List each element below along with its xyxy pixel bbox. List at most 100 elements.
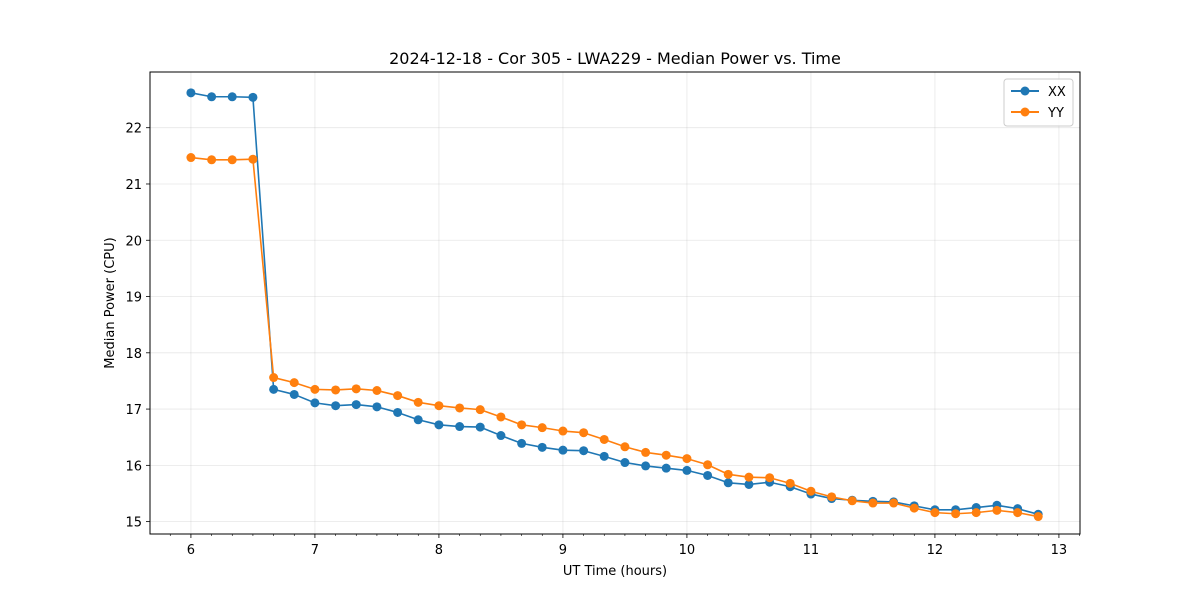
data-point-yy <box>827 492 837 502</box>
axis-ticks: 6 7 8 9 10 11 12 13 15 16 17 18 19 20 21 22 <box>125 122 1080 558</box>
data-point-xx <box>351 400 361 410</box>
data-point-yy <box>496 412 506 422</box>
data-point-xx <box>517 438 527 448</box>
y-tick-label: 22 <box>125 122 142 137</box>
data-point-yy <box>951 509 961 519</box>
y-tick-label: 15 <box>125 516 142 531</box>
data-point-yy <box>744 472 754 482</box>
data-point-yy <box>434 401 444 411</box>
data-point-xx <box>331 401 341 411</box>
data-point-xx <box>661 463 671 473</box>
plot-frame <box>149 71 1081 535</box>
data-point-yy <box>579 428 589 438</box>
data-point-yy <box>661 450 671 460</box>
x-tick-label: 8 <box>435 543 443 558</box>
data-point-yy <box>393 391 403 401</box>
data-point-yy <box>413 397 423 407</box>
data-point-xx <box>227 92 237 102</box>
data-point-xx <box>310 398 320 408</box>
data-point-yy <box>372 386 382 395</box>
data-point-xx <box>289 389 299 399</box>
y-tick-label: 16 <box>125 459 142 474</box>
data-point-yy <box>930 508 940 518</box>
data-point-xx <box>599 451 609 461</box>
data-point-yy <box>475 405 485 415</box>
data-point-xx <box>723 478 733 488</box>
data-point-xx <box>393 407 403 417</box>
data-point-yy <box>248 154 258 164</box>
y-tick-label: 19 <box>125 291 142 306</box>
data-point-yy <box>909 503 919 513</box>
data-point-xx <box>703 470 713 480</box>
data-point-yy <box>558 426 568 436</box>
x-tick-label: 13 <box>1051 543 1068 558</box>
data-point-yy <box>889 498 899 508</box>
data-point-yy <box>971 508 981 518</box>
data-point-xx <box>186 88 196 98</box>
x-tick-label: 11 <box>803 543 820 558</box>
data-point-yy <box>537 423 547 433</box>
data-point-yy <box>207 155 217 165</box>
data-point-yy <box>289 378 299 388</box>
y-tick-label: 17 <box>125 403 142 418</box>
data-point-xx <box>641 461 651 471</box>
y-tick-label: 21 <box>125 178 142 193</box>
legend: XX YY <box>1003 78 1074 127</box>
data-point-yy <box>186 153 196 163</box>
data-point-yy <box>620 442 630 452</box>
data-point-xx <box>207 92 217 102</box>
data-point-yy <box>351 384 361 394</box>
data-point-yy <box>765 473 775 483</box>
chart-title: 2024-12-18 - Cor 305 - LWA229 - Median P… <box>389 49 841 68</box>
data-point-xx <box>455 422 465 432</box>
data-point-xx <box>269 384 279 394</box>
data-point-yy <box>703 460 713 470</box>
data-point-xx <box>475 422 485 432</box>
x-axis-label: UT Time (hours) <box>563 564 667 579</box>
x-tick-label: 9 <box>559 543 567 558</box>
data-point-yy <box>723 469 733 479</box>
data-point-xx <box>620 458 630 468</box>
data-point-xx <box>496 431 506 441</box>
data-point-yy <box>682 454 692 464</box>
y-axis-label: Median Power (CPU) <box>103 237 118 368</box>
data-point-yy <box>992 505 1002 515</box>
data-point-yy <box>455 403 465 413</box>
legend-marker-xx <box>1020 86 1030 96</box>
data-point-yy <box>641 447 651 457</box>
data-point-yy <box>599 434 609 444</box>
data-point-xx <box>744 479 754 489</box>
data-point-xx <box>537 442 547 452</box>
data-point-xx <box>413 415 423 425</box>
data-point-yy <box>785 478 795 488</box>
data-point-xx <box>434 420 444 430</box>
x-tick-label: 6 <box>187 543 195 558</box>
data-point-yy <box>331 385 341 395</box>
data-point-xx <box>558 445 568 455</box>
y-tick-label: 18 <box>125 347 142 362</box>
data-point-yy <box>806 486 816 496</box>
x-tick-label: 10 <box>679 543 696 558</box>
data-point-yy <box>517 420 527 430</box>
data-point-xx <box>682 465 692 475</box>
data-point-yy <box>310 384 320 394</box>
data-point-yy <box>847 496 857 506</box>
legend-label-yy: YY <box>1047 106 1064 121</box>
legend-label-xx: XX <box>1048 85 1066 100</box>
legend-marker-yy <box>1020 107 1030 117</box>
data-point-xx <box>579 446 589 456</box>
data-point-xx <box>248 92 258 102</box>
data-point-yy <box>227 155 237 165</box>
y-tick-label: 20 <box>125 234 142 249</box>
data-point-yy <box>1013 508 1023 518</box>
grid-lines <box>150 72 1080 534</box>
data-point-xx <box>372 402 382 412</box>
x-tick-label: 7 <box>311 543 319 558</box>
data-point-yy <box>1033 512 1043 522</box>
data-point-yy <box>269 373 279 383</box>
data-series <box>186 88 1043 522</box>
x-tick-label: 12 <box>927 543 944 558</box>
data-point-yy <box>868 498 878 508</box>
